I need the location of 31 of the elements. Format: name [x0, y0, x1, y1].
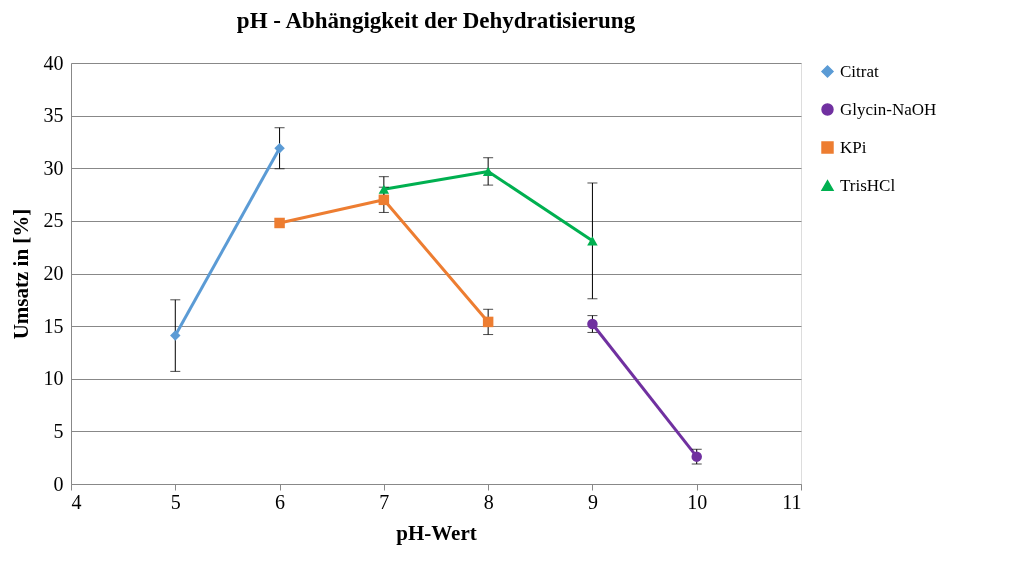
x-tick-label: 11 — [782, 490, 802, 513]
point — [274, 217, 285, 229]
legend-label: Glycin-NaOH — [840, 99, 937, 119]
y-tick-label: 35 — [43, 104, 64, 127]
point — [378, 194, 390, 206]
y-tick-label: 10 — [43, 367, 64, 390]
point — [587, 236, 598, 246]
x-tick-label: 8 — [483, 490, 494, 513]
x-tick-label: 10 — [687, 490, 708, 513]
y-tick-label: 15 — [43, 314, 64, 337]
legend-label: KPi — [840, 137, 867, 157]
y-tick-label: 40 — [43, 51, 64, 74]
y-tick-label: 20 — [43, 262, 64, 284]
x-tick-label: 6 — [275, 490, 286, 513]
y-axis-title: Umsatz in [%] — [8, 208, 33, 340]
point — [378, 184, 390, 194]
y-tick-label: 5 — [53, 419, 64, 442]
x-tick-label: 7 — [379, 490, 390, 513]
x-tick-label: 5 — [170, 490, 181, 513]
y-tick-label: 25 — [43, 209, 64, 232]
point — [482, 316, 494, 328]
y-tick-label: 30 — [43, 156, 64, 179]
x-axis-title: pH-Wert — [396, 520, 477, 545]
chart-title: pH - Abhängigkeit der Dehydratisierung — [236, 8, 636, 33]
y-tick-label: 0 — [53, 472, 64, 495]
x-tick-label: 4 — [71, 490, 82, 513]
legend-label: Citrat — [840, 61, 879, 81]
x-tick-label: 9 — [587, 490, 598, 513]
legend-label: TrisHCl — [840, 175, 896, 195]
point — [274, 143, 285, 154]
point — [170, 330, 181, 341]
